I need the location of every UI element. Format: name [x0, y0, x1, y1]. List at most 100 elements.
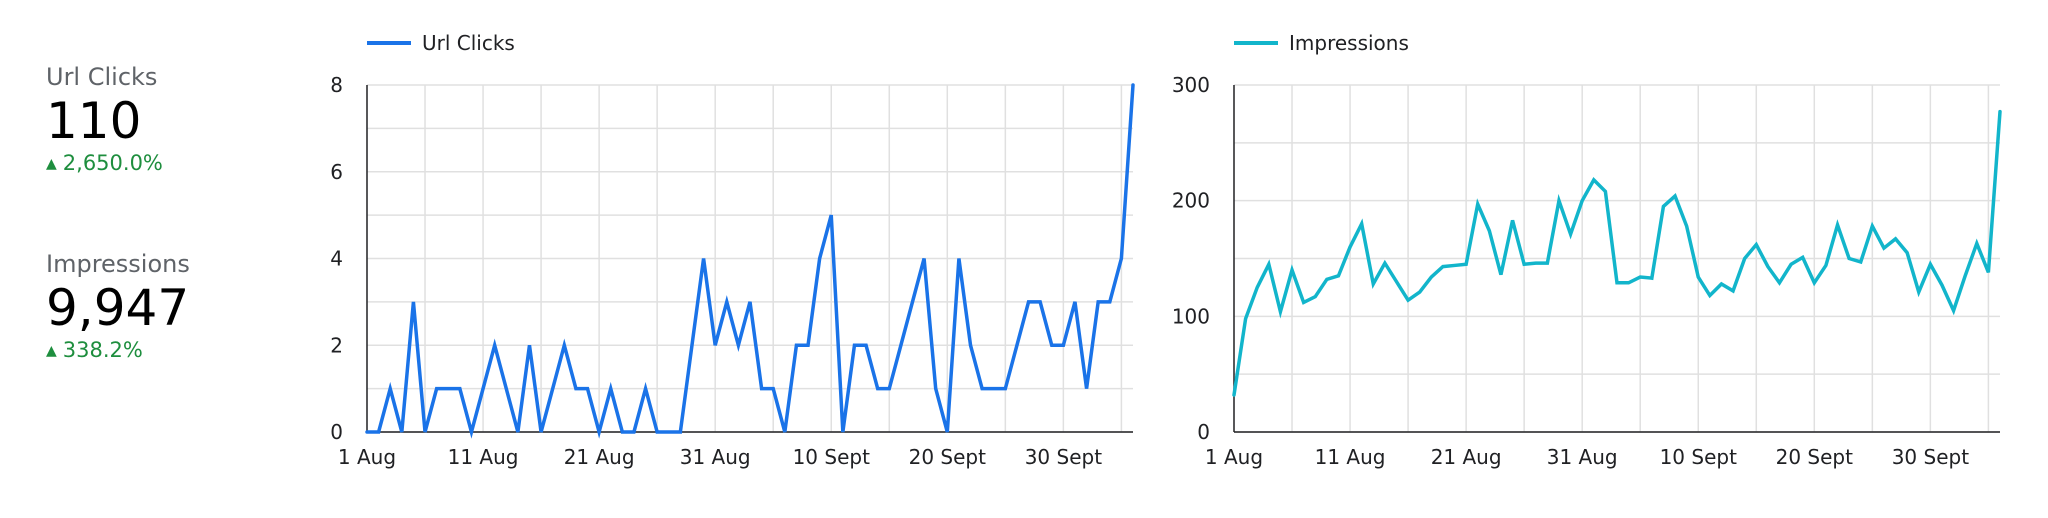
- y-tick-label: 0: [1197, 420, 1210, 444]
- data-point[interactable]: [1730, 288, 1736, 294]
- x-tick-label: 11 Aug: [1315, 445, 1386, 469]
- data-point[interactable]: [1393, 279, 1399, 285]
- data-point[interactable]: [1695, 274, 1701, 280]
- scorecard-value: 9,947: [46, 279, 190, 337]
- data-point[interactable]: [1335, 273, 1341, 279]
- data-point[interactable]: [1382, 260, 1388, 266]
- scorecard-url-clicks: Url Clicks 110 ▲ 2,650.0%: [46, 62, 276, 177]
- data-point[interactable]: [1533, 260, 1539, 266]
- data-point[interactable]: [1602, 188, 1608, 194]
- scorecard-label: Impressions: [46, 250, 190, 278]
- data-point[interactable]: [1765, 264, 1771, 270]
- data-point[interactable]: [1440, 264, 1446, 270]
- data-point[interactable]: [1649, 275, 1655, 281]
- data-point[interactable]: [1985, 269, 1991, 275]
- data-point[interactable]: [1660, 203, 1666, 209]
- legend-label[interactable]: Url Clicks: [422, 31, 515, 55]
- data-point[interactable]: [1939, 282, 1945, 288]
- scorecard-delta: ▲ 2,650.0%: [46, 150, 276, 177]
- data-point[interactable]: [1869, 223, 1875, 229]
- data-point[interactable]: [1776, 280, 1782, 286]
- data-point[interactable]: [1672, 193, 1678, 199]
- data-point[interactable]: [1452, 262, 1458, 268]
- data-point[interactable]: [1324, 276, 1330, 282]
- data-point[interactable]: [1788, 261, 1794, 267]
- data-point[interactable]: [1312, 294, 1318, 300]
- data-point[interactable]: [1405, 297, 1411, 303]
- data-point[interactable]: [1718, 281, 1724, 287]
- data-point[interactable]: [1266, 261, 1272, 267]
- x-tick-label: 11 Aug: [448, 445, 519, 469]
- data-point[interactable]: [1951, 308, 1957, 314]
- data-point[interactable]: [1742, 256, 1748, 262]
- data-point[interactable]: [1962, 273, 1968, 279]
- data-point[interactable]: [1811, 280, 1817, 286]
- data-point[interactable]: [1417, 289, 1423, 295]
- data-point[interactable]: [1498, 272, 1504, 278]
- data-point[interactable]: [1568, 231, 1574, 237]
- scorecard-impressions: Impressions 9,947 ▲ 338.2%: [46, 249, 276, 364]
- data-point[interactable]: [1486, 228, 1492, 234]
- y-tick-label: 2: [330, 333, 343, 357]
- x-tick-label: 30 Sept: [1025, 445, 1103, 469]
- data-point[interactable]: [1684, 223, 1690, 229]
- data-point[interactable]: [1707, 293, 1713, 299]
- data-point[interactable]: [1858, 259, 1864, 265]
- data-point[interactable]: [1835, 222, 1841, 228]
- arrow-up-icon: ▲: [46, 156, 57, 172]
- data-point[interactable]: [1428, 274, 1434, 280]
- x-tick-label: 21 Aug: [564, 445, 635, 469]
- legend-label[interactable]: Impressions: [1289, 31, 1409, 55]
- data-point[interactable]: [1823, 262, 1829, 268]
- data-point[interactable]: [1243, 316, 1249, 322]
- data-point[interactable]: [1301, 299, 1307, 305]
- data-point[interactable]: [1753, 242, 1759, 248]
- data-point[interactable]: [1347, 244, 1353, 250]
- x-tick-label: 10 Sept: [793, 445, 871, 469]
- data-point[interactable]: [1510, 217, 1516, 223]
- data-point[interactable]: [1475, 201, 1481, 207]
- data-point[interactable]: [1556, 198, 1562, 204]
- data-point[interactable]: [1614, 280, 1620, 286]
- data-point[interactable]: [1846, 256, 1852, 262]
- data-point[interactable]: [1626, 280, 1632, 286]
- data-point[interactable]: [1231, 392, 1237, 398]
- data-point[interactable]: [1579, 198, 1585, 204]
- data-point[interactable]: [1591, 177, 1597, 183]
- x-tick-label: 20 Sept: [909, 445, 987, 469]
- scorecard-delta-value: 2,650.0%: [62, 151, 163, 175]
- data-point[interactable]: [1277, 309, 1283, 315]
- scorecard-value: 110: [46, 92, 142, 150]
- data-point[interactable]: [1521, 261, 1527, 267]
- y-tick-label: 4: [330, 247, 343, 271]
- x-tick-label: 31 Aug: [680, 445, 751, 469]
- data-point[interactable]: [1974, 240, 1980, 246]
- data-point[interactable]: [1881, 245, 1887, 251]
- data-point[interactable]: [1359, 221, 1365, 227]
- data-point[interactable]: [1893, 236, 1899, 242]
- series-line: [1232, 109, 2002, 397]
- data-point[interactable]: [1916, 289, 1922, 295]
- data-point[interactable]: [1463, 261, 1469, 267]
- data-point[interactable]: [1370, 281, 1376, 287]
- scorecard-label: Url Clicks: [46, 63, 158, 91]
- data-point[interactable]: [1544, 260, 1550, 266]
- data-point[interactable]: [1254, 284, 1260, 290]
- data-point[interactable]: [1927, 261, 1933, 267]
- y-tick-label: 200: [1172, 189, 1210, 213]
- y-tick-label: 100: [1172, 304, 1210, 328]
- arrow-up-icon: ▲: [46, 343, 57, 359]
- x-tick-label: 1 Aug: [1205, 445, 1263, 469]
- data-point[interactable]: [1997, 109, 2003, 115]
- x-tick-label: 1 Aug: [338, 445, 396, 469]
- data-point[interactable]: [1904, 250, 1910, 256]
- y-tick-label: 300: [1172, 73, 1210, 97]
- y-tick-label: 8: [330, 73, 343, 97]
- x-tick-label: 31 Aug: [1547, 445, 1618, 469]
- x-tick-label: 20 Sept: [1776, 445, 1854, 469]
- data-point[interactable]: [1800, 254, 1806, 260]
- data-point[interactable]: [1637, 274, 1643, 280]
- data-point[interactable]: [1289, 267, 1295, 273]
